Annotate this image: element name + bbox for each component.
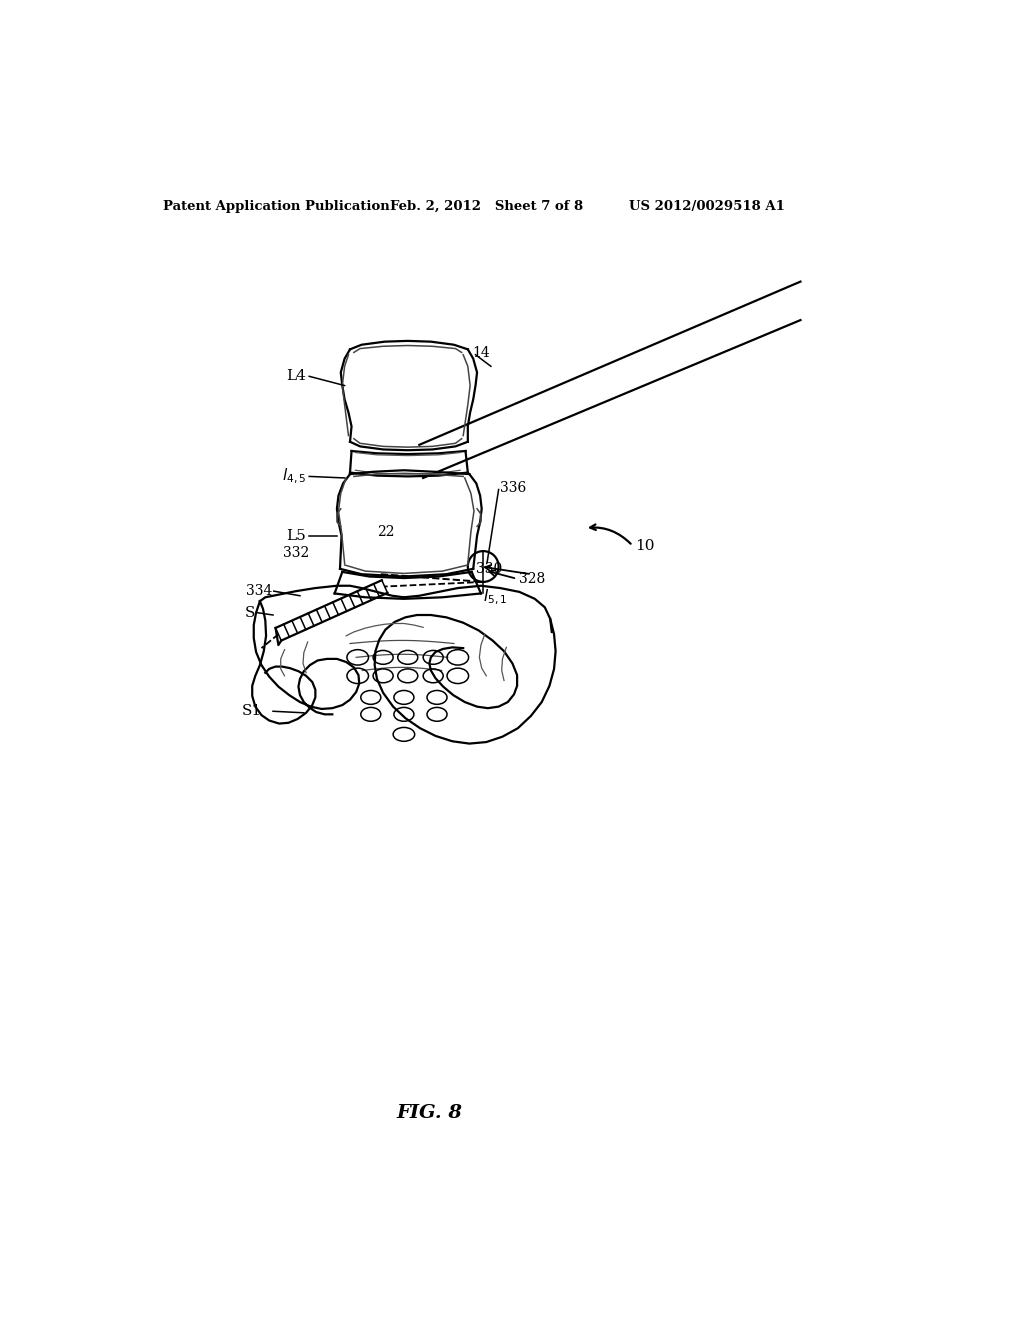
Text: 336: 336 <box>500 480 526 495</box>
Text: 334: 334 <box>246 585 272 598</box>
Text: 332: 332 <box>283 546 309 561</box>
Text: 22: 22 <box>377 525 394 539</box>
Text: Patent Application Publication: Patent Application Publication <box>164 199 390 213</box>
Text: S1: S1 <box>242 705 261 718</box>
Text: US 2012/0029518 A1: US 2012/0029518 A1 <box>629 199 784 213</box>
Text: L5: L5 <box>287 529 306 543</box>
Text: 330: 330 <box>475 562 502 576</box>
Text: $l_{4,5}$: $l_{4,5}$ <box>282 467 306 486</box>
Text: $I_{5,1}$: $I_{5,1}$ <box>483 587 508 607</box>
Circle shape <box>468 552 499 582</box>
Text: 328: 328 <box>518 572 545 586</box>
Text: L4: L4 <box>287 370 306 383</box>
Text: FIG. 8: FIG. 8 <box>396 1105 462 1122</box>
Text: S: S <box>245 606 255 619</box>
Text: 14: 14 <box>472 346 490 360</box>
Text: 10: 10 <box>635 539 654 553</box>
Text: Feb. 2, 2012   Sheet 7 of 8: Feb. 2, 2012 Sheet 7 of 8 <box>390 199 583 213</box>
